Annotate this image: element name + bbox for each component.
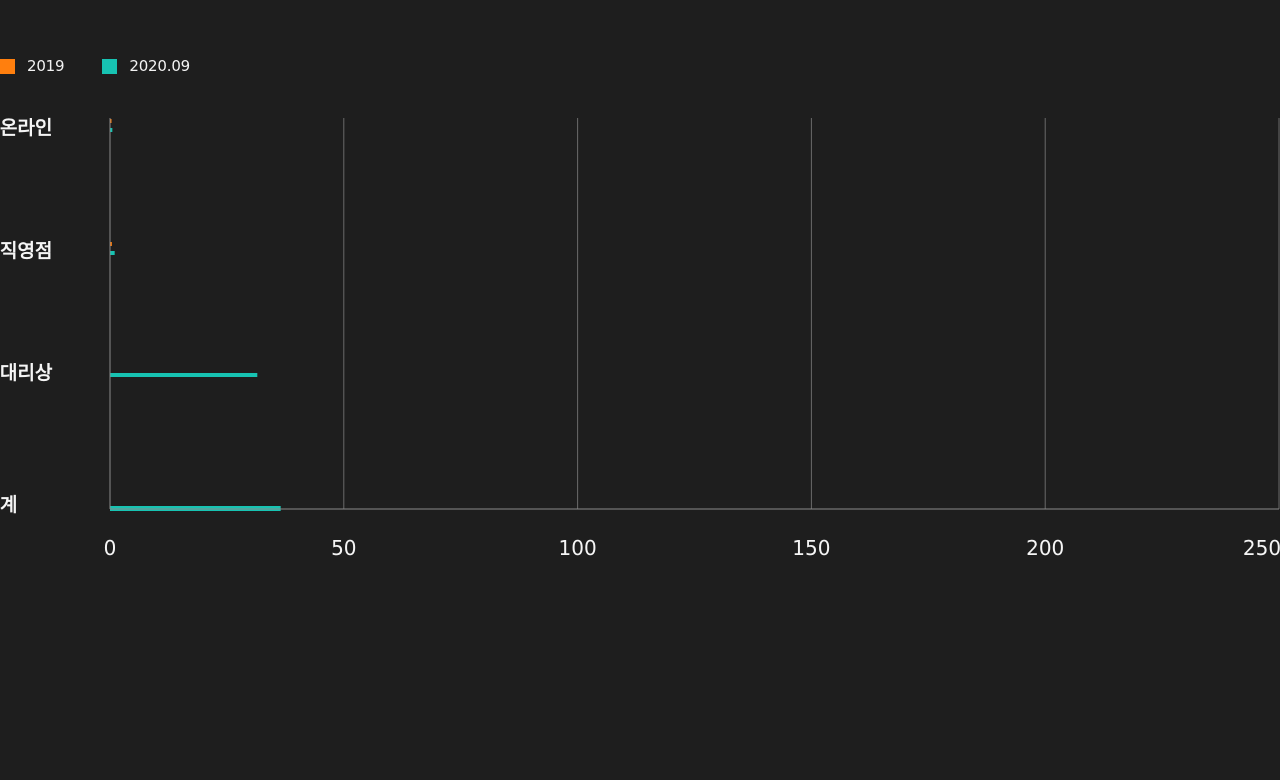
legend-label-2019: 2019 [27, 57, 65, 75]
legend-label-2020-09: 2020.09 [129, 57, 191, 75]
legend-item-2019[interactable]: 2019 [0, 57, 65, 75]
category-label: 계 [0, 494, 17, 516]
legend-item-2020-09[interactable]: 2020.09 [102, 57, 190, 75]
legend-swatch-2019 [0, 58, 15, 74]
category-label: 직영점 [0, 240, 52, 262]
bar [110, 373, 258, 377]
x-tick-label: 200 [1026, 536, 1064, 560]
category-label: 온라인 [0, 117, 52, 139]
bar [110, 128, 113, 132]
bar [110, 251, 115, 255]
legend: 2019 2020.09 [0, 56, 228, 76]
x-tick-label: 150 [792, 536, 830, 560]
x-tick-label: 100 [559, 536, 597, 560]
legend-swatch-2020-09 [102, 58, 118, 74]
category-label: 대리상 [0, 362, 53, 384]
x-tick-label: 0 [104, 536, 117, 560]
x-tick-label: 50 [331, 536, 356, 560]
bar [110, 119, 112, 123]
bar [110, 242, 112, 246]
x-tick-label: 250 [1243, 536, 1280, 560]
